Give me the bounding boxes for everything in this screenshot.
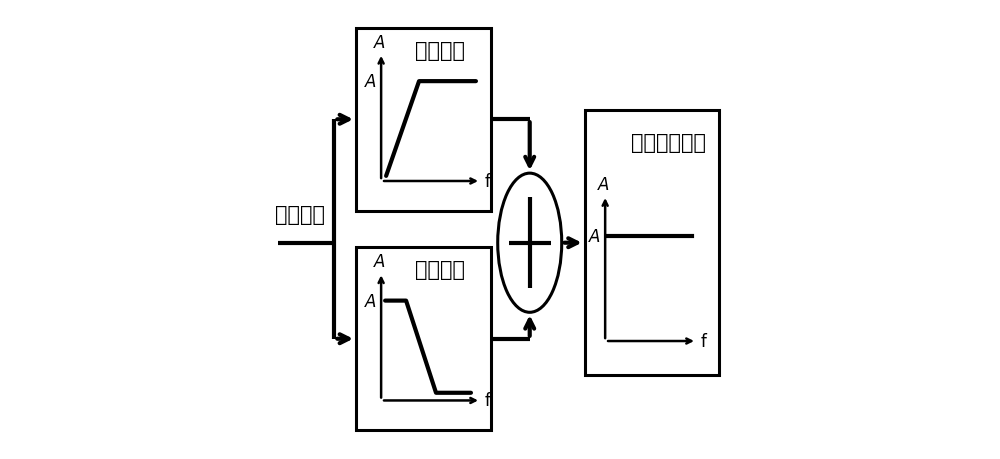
Text: A: A — [374, 252, 385, 270]
Text: 信号输入: 信号输入 — [275, 205, 325, 225]
Text: A: A — [589, 228, 601, 246]
Text: A: A — [365, 292, 377, 310]
Bar — [585, 111, 719, 375]
Bar — [356, 248, 491, 430]
Text: A: A — [365, 73, 377, 91]
Bar — [356, 29, 491, 211]
Text: 低频路径: 低频路径 — [415, 260, 465, 280]
Text: f: f — [485, 392, 490, 409]
Text: 高频路径: 高频路径 — [415, 41, 465, 61]
Text: 合成频率响应: 合成频率响应 — [631, 133, 706, 152]
Text: f: f — [485, 173, 490, 190]
Text: A: A — [598, 175, 609, 193]
Text: f: f — [701, 332, 706, 350]
Text: A: A — [374, 34, 385, 51]
